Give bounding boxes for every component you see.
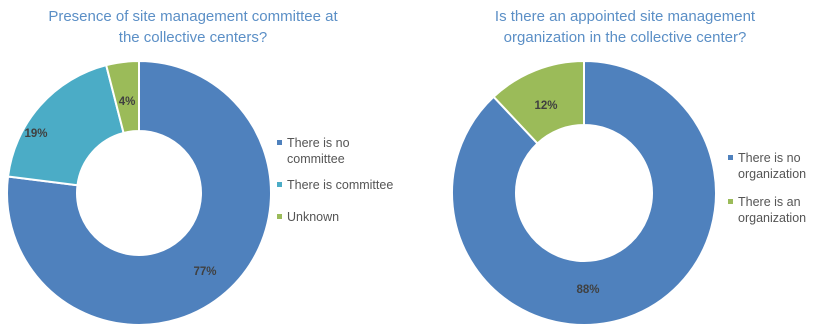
legend-swatch-icon [727,154,734,161]
chart-2-legend-item-2: There is an organization [727,194,806,226]
chart-2-title: Is there an appointed site management or… [494,8,756,46]
chart-1-slice-there-is-committee [6,63,125,187]
legend-label: There is no [287,136,350,150]
chart-1-slice-unknown [104,59,140,135]
legend-label: There is committee [287,178,394,192]
chart-1-legend-item-1: There is no committee [276,135,393,167]
chart-1-legend-item-3: Unknown [276,209,393,225]
legend-label: organization [738,167,807,181]
legend-label: There is an [738,195,801,209]
chart-2-legend: There is no organization There is an organi… [727,150,806,226]
legend-swatch-icon [727,198,734,205]
legend-swatch-icon [276,181,283,188]
chart-1-title: Presence of site management committee at… [48,8,338,46]
chart-1-legend: There is no committee There is committee Un… [276,135,393,225]
chart-1-data-label-1: 77% [193,266,216,278]
legend-label: Unknown [287,210,340,224]
chart-2-data-label-1: 88% [576,284,599,296]
legend-label: There is no [738,151,801,165]
legend-label: committee [287,152,345,166]
legend-label: organization [738,211,807,225]
chart-1-legend-item-2: There is committee [276,177,393,193]
chart-2-slice-there-is-no-organization [451,59,717,325]
legend-swatch-icon [276,213,283,220]
chart-1-data-label-2: 19% [24,128,47,140]
chart-2-data-label-2: 12% [534,100,557,112]
chart-1-slice-there-is-no-committee [6,59,272,325]
chart-1-data-label-3: 4% [119,96,136,108]
legend-swatch-icon [276,139,283,146]
chart-2-slice-there-is-an-organization [492,59,585,145]
chart-2-legend-item-1: There is no organization [727,150,806,182]
